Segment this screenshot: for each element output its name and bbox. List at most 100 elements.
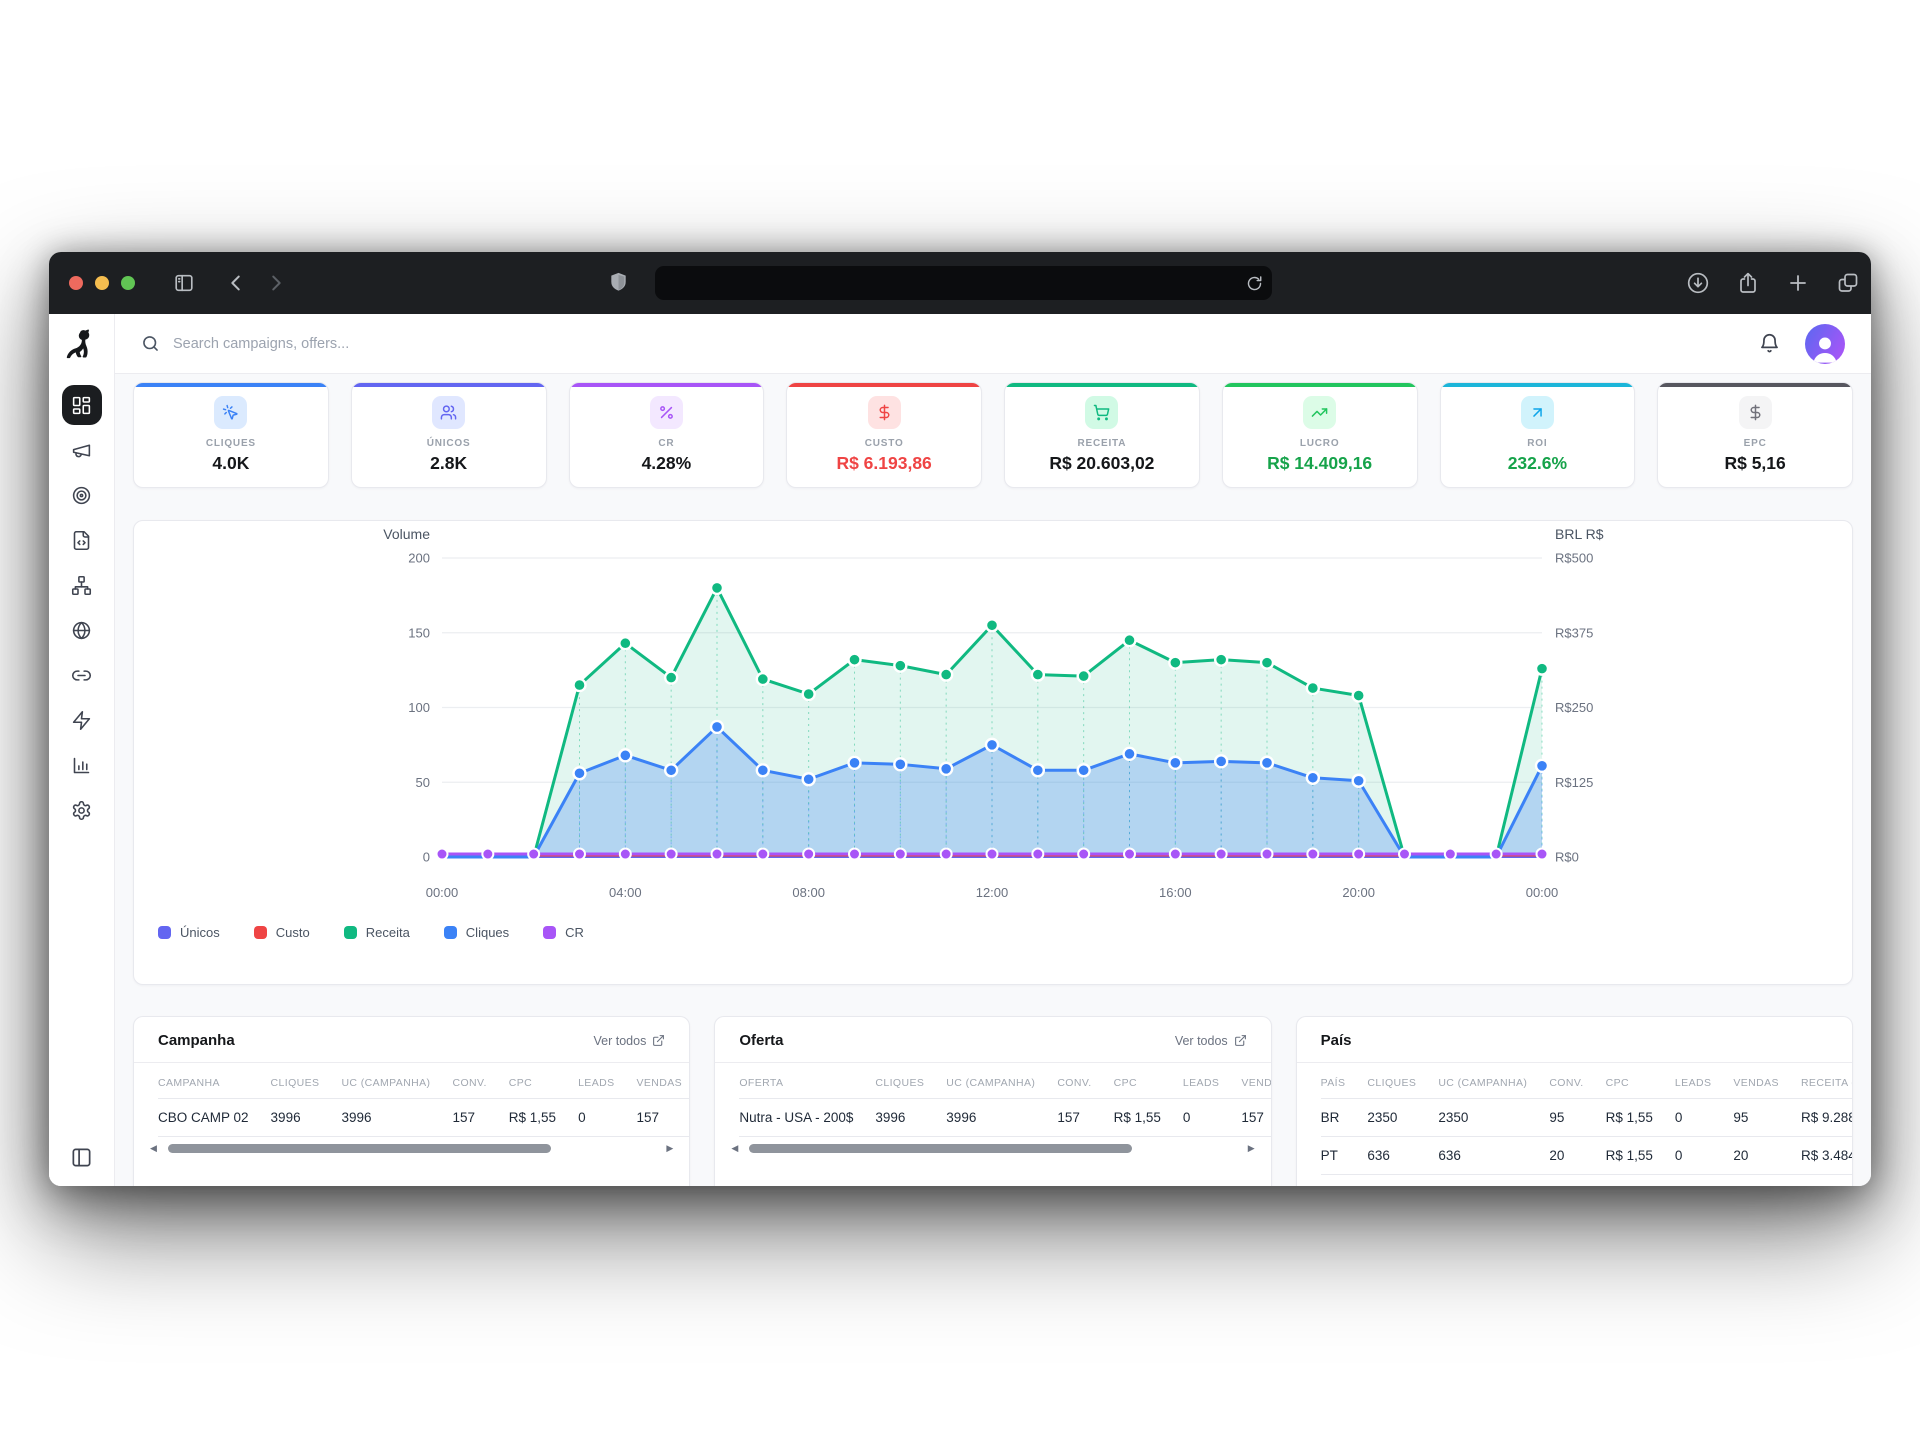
kpi-card-custo[interactable]: CUSTO R$ 6.193,86	[786, 382, 982, 488]
main-area: CLIQUES 4.0K ÚNICOS 2.8K CR 4.28% CUSTO R$ 6.19…	[115, 314, 1871, 1186]
scroll-left-arrow[interactable]: ◀	[150, 1143, 157, 1153]
svg-text:R$500: R$500	[1555, 551, 1593, 566]
svg-text:100: 100	[408, 700, 430, 715]
svg-text:00:00: 00:00	[1526, 885, 1559, 900]
share-icon[interactable]	[1736, 271, 1760, 295]
column-header[interactable]: OFERTA	[739, 1065, 876, 1099]
sidebar-item-reports[interactable]	[62, 745, 102, 785]
legend-item-cliques[interactable]: Cliques	[443, 925, 509, 940]
browser-forward-icon[interactable]	[265, 272, 287, 294]
column-header[interactable]: CONV.	[452, 1065, 509, 1099]
reload-icon[interactable]	[1246, 275, 1263, 292]
new-tab-icon[interactable]	[1786, 271, 1810, 295]
ver-todos-link[interactable]: Ver todos	[594, 1034, 666, 1048]
kpi-icon-chip	[1738, 396, 1772, 429]
kpi-icon-chip	[432, 396, 466, 429]
table-cell: R$ 3.484,10	[1800, 1136, 1852, 1175]
browser-back-icon[interactable]	[225, 272, 247, 294]
column-header[interactable]: CPC	[1113, 1065, 1183, 1099]
kpi-value: R$ 20.603,02	[1049, 453, 1155, 473]
search-input[interactable]	[173, 335, 593, 352]
column-header[interactable]: LEADS	[1674, 1065, 1734, 1099]
column-header[interactable]: PAÍS	[1320, 1065, 1368, 1099]
user-avatar[interactable]	[1805, 323, 1845, 364]
scrollbar-thumb[interactable]	[167, 1144, 551, 1153]
sidebar-item-campaigns[interactable]	[62, 430, 102, 470]
kpi-card-cliques[interactable]: CLIQUES 4.0K	[133, 382, 329, 488]
scrollbar-track[interactable]	[163, 1144, 660, 1153]
kpi-icon-chip	[867, 396, 901, 429]
column-header[interactable]: CAMPANHA	[158, 1065, 271, 1099]
sidebar-item-flows[interactable]	[62, 565, 102, 605]
legend-item-únicos[interactable]: Únicos	[158, 925, 220, 940]
notifications-bell-icon[interactable]	[1758, 332, 1781, 355]
column-header[interactable]: CLIQUES	[1367, 1065, 1439, 1099]
scrollbar-track[interactable]	[744, 1144, 1241, 1153]
column-header[interactable]: CPC	[1605, 1065, 1675, 1099]
sidebar-collapse-icon[interactable]	[70, 1146, 93, 1169]
legend-item-cr[interactable]: CR	[543, 925, 584, 940]
kpi-card-únicos[interactable]: ÚNICOS 2.8K	[350, 382, 547, 488]
column-header[interactable]: VENDAS	[1733, 1065, 1801, 1099]
column-header[interactable]: CONV.	[1549, 1065, 1606, 1099]
sidebar-item-landing-pages[interactable]	[62, 520, 102, 560]
sidebar-item-offers-target[interactable]	[62, 475, 102, 515]
scrollbar-thumb[interactable]	[749, 1144, 1133, 1153]
automations-icon	[72, 710, 91, 730]
app-logo[interactable]	[49, 314, 114, 374]
column-header[interactable]: UC (CAMPANHA)	[1438, 1065, 1550, 1099]
column-header[interactable]: CLIQUES	[270, 1065, 342, 1099]
svg-text:50: 50	[416, 775, 430, 790]
zoom-window-button[interactable]	[121, 276, 135, 290]
kpi-card-cr[interactable]: CR 4.28%	[568, 382, 765, 488]
minimize-window-button[interactable]	[95, 276, 109, 290]
users-icon	[440, 405, 457, 420]
shield-privacy-icon[interactable]	[607, 271, 630, 294]
table-cell: 3996	[270, 1098, 342, 1137]
column-header[interactable]: UC (CAMPANHA)	[341, 1065, 453, 1099]
column-header[interactable]: CPC	[508, 1065, 579, 1099]
tab-overview-icon[interactable]	[1836, 271, 1860, 295]
table-title: País	[1320, 1032, 1352, 1049]
scroll-right-arrow[interactable]: ▶	[666, 1143, 674, 1153]
column-header[interactable]: CONV.	[1057, 1065, 1114, 1099]
legend-item-custo[interactable]: Custo	[253, 925, 310, 940]
table-card-campanha: Campanha Ver todos CAMPANHA CLIQUES UC (CAMP…	[133, 1016, 691, 1186]
address-bar[interactable]	[655, 266, 1272, 300]
kpi-accent-bar	[1222, 383, 1417, 387]
close-window-button[interactable]	[69, 276, 83, 290]
kpi-label: ÚNICOS	[426, 438, 471, 449]
column-header[interactable]: LEADS	[578, 1065, 637, 1099]
sidebar-item-settings[interactable]	[62, 790, 102, 830]
chart-canvas: 0 R$0 50 R$125 100 R$250 150 R$375 200 R$500 Volum…	[383, 526, 1603, 900]
scroll-left-arrow[interactable]: ◀	[731, 1143, 739, 1153]
column-header[interactable]: CLIQUES	[875, 1065, 947, 1099]
table-header: Campanha Ver todos	[134, 1017, 690, 1063]
external-link-icon	[653, 1035, 665, 1046]
column-header[interactable]: UC (CAMPANHA)	[946, 1065, 1058, 1099]
ver-todos-link[interactable]: Ver todos	[1175, 1034, 1247, 1048]
downloads-icon[interactable]	[1686, 271, 1710, 295]
kpi-card-roi[interactable]: ROI 232.6%	[1439, 382, 1636, 488]
column-header[interactable]: RECEITA (CO	[1800, 1065, 1852, 1099]
scroll-right-arrow[interactable]: ▶	[1247, 1143, 1255, 1153]
sidebar-item-links[interactable]	[62, 655, 102, 695]
column-header[interactable]: VENDAS	[1241, 1065, 1271, 1099]
column-header[interactable]: VENDAS	[636, 1065, 690, 1099]
sidebar-item-domains[interactable]	[62, 610, 102, 650]
volume-chart[interactable]: 0 R$0 50 R$125 100 R$250 150 R$375 200 R$500 Volum…	[134, 521, 1852, 915]
kpi-value: R$ 14.409,16	[1267, 453, 1373, 473]
kpi-card-lucro[interactable]: LUCRO R$ 14.409,16	[1221, 382, 1418, 488]
sidebar-item-dashboard[interactable]	[61, 385, 102, 425]
legend-item-receita[interactable]: Receita	[343, 925, 410, 940]
browser-sidebar-toggle-icon[interactable]	[173, 272, 195, 294]
kpi-card-epc[interactable]: EPC R$ 5,16	[1657, 382, 1853, 488]
sidebar-item-automations[interactable]	[62, 700, 102, 740]
kpi-card-receita[interactable]: RECEITA R$ 20.603,02	[1004, 382, 1200, 488]
column-header[interactable]: LEADS	[1182, 1065, 1242, 1099]
kpi-label: CLIQUES	[205, 438, 256, 449]
table-row[interactable]: Nutra - USA - 200$ 3996 3996 157 R$ 1,55 0 157	[739, 1098, 1271, 1137]
